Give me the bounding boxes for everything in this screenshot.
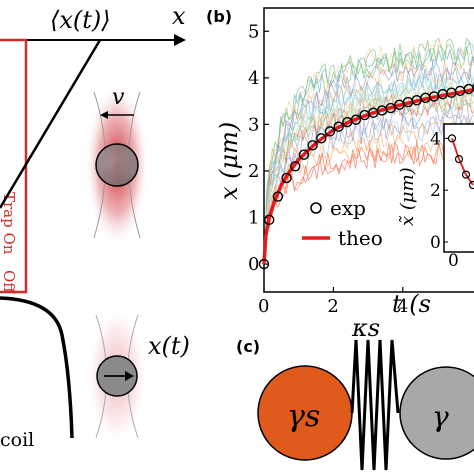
exp-point (385, 102, 396, 114)
exp-point (281, 172, 292, 184)
inset-series (447, 134, 474, 190)
y-tick-label: 2 (248, 161, 259, 182)
trap-beam-upper (85, 83, 149, 247)
y-tick-label: 3 (248, 114, 259, 135)
inset-point (454, 154, 464, 164)
legend-exp-marker (310, 202, 322, 214)
inset-frame (443, 123, 474, 253)
off-label: Off (0, 270, 18, 294)
trapped-particle (95, 143, 139, 187)
background-trace (263, 80, 474, 265)
inset-point (461, 170, 471, 179)
coil-trajectory-curve (0, 296, 74, 439)
right-particle-label: γ (432, 400, 449, 433)
panel-a-axis-arrowhead (174, 34, 186, 46)
y-tick-label: 4 (248, 68, 259, 89)
chart-series (258, 83, 474, 270)
trap-on-label: Trap On (0, 192, 18, 255)
spring (350, 339, 400, 471)
spring-label: κs (351, 314, 380, 342)
legend-theo-label: theo (338, 226, 383, 250)
position-label: x(t) (148, 332, 190, 360)
chart-ylabel: x (μm) (215, 122, 243, 200)
trap-beam-lower (87, 308, 147, 444)
background-trace (263, 55, 474, 254)
exp-point (333, 121, 344, 132)
panel-a-mean-label: ⟨x(t)⟩ (50, 6, 111, 34)
x-tick-label: 2 (327, 296, 338, 317)
panel-c-label: (c) (236, 337, 260, 356)
exp-point (472, 83, 474, 92)
background-trace (263, 68, 474, 259)
panel-b-label: (b) (206, 7, 232, 26)
inset-y-tick-label: 0 (430, 233, 441, 253)
legend-exp-label: exp (330, 196, 366, 220)
exp-point (350, 114, 362, 125)
inset-point (468, 180, 474, 190)
panel-a: x ⟨x(t)⟩ Trap On Off (0, 2, 190, 451)
inset-line (451, 138, 474, 186)
coil-label: coil (0, 429, 34, 451)
y-tick-label: 1 (248, 208, 259, 229)
y-tick-label: 0 (248, 254, 259, 275)
chart-axes: 0 2 4 0 1 2 3 4 5 (248, 7, 474, 317)
background-trace (263, 37, 474, 265)
chart-xlabel: t (s (392, 290, 431, 318)
exp-point (307, 140, 318, 151)
left-particle-label: γs (287, 399, 320, 434)
panel-b: (b) 0 2 4 0 1 2 3 4 5 x (μm) t (s 4 2 0 x̃ (μm) 0 … (206, 7, 474, 318)
exp-point (298, 149, 310, 160)
exp-point (324, 126, 336, 137)
y-tick-label: 5 (248, 21, 259, 42)
mean-trajectory-line (0, 39, 102, 209)
panel-c: (c) γs κs γ (236, 314, 474, 471)
exp-point (316, 133, 327, 144)
velocity-arrowhead (100, 111, 108, 119)
displacement-arrowhead (125, 371, 134, 381)
inset-ylabel: x̃ (μm) (397, 167, 418, 226)
inset-xtick-label: 0 (448, 251, 459, 271)
chart-frame (263, 7, 474, 293)
x-tick-label: 0 (258, 296, 269, 317)
velocity-label: v (112, 85, 125, 110)
inset-ticks: 4 2 0 (430, 129, 448, 253)
exp-point (290, 161, 301, 172)
x-tick-label: 4 (397, 296, 408, 317)
exp-point (272, 191, 284, 202)
inset-y-tick-label: 4 (430, 129, 441, 149)
theo-line (262, 87, 474, 265)
exp-point (258, 258, 270, 270)
panel-a-axis-label: x (172, 2, 186, 30)
inset-plot: 4 2 0 x̃ (μm) 0 (397, 123, 474, 271)
background-trace (263, 99, 474, 257)
background-trace (263, 44, 474, 261)
right-particle (399, 366, 474, 460)
inset-point (447, 134, 457, 143)
chart-legend: exp theo (302, 196, 383, 250)
exp-point (264, 214, 275, 226)
inset-y-tick-label: 2 (430, 181, 441, 201)
